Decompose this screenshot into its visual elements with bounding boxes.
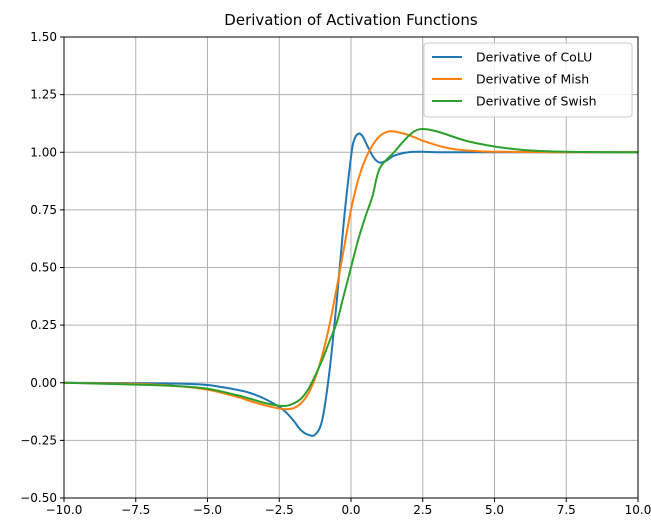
x-tick-label: 5.0 — [485, 503, 504, 517]
x-tick-label: −2.5 — [265, 503, 294, 517]
y-tick-label: 0.50 — [30, 261, 57, 275]
legend-box — [423, 42, 633, 118]
x-tick-label: 7.5 — [557, 503, 576, 517]
x-axis: −10.0 −7.5 −5.0 −2.5 0.0 2.5 5.0 7.5 10.0 — [46, 498, 651, 517]
x-tick-label: 0.0 — [341, 503, 360, 517]
x-tick-label: 10.0 — [625, 503, 651, 517]
y-tick-label: 0.00 — [30, 376, 57, 390]
legend: Derivative of CoLU Derivative of Mish Deri… — [423, 42, 633, 118]
y-tick-label: 0.75 — [30, 203, 57, 217]
legend-label-derivative-of-swish: Derivative of Swish — [476, 94, 597, 109]
chart-title: Derivation of Activation Functions — [224, 11, 478, 29]
y-tick-label: 0.25 — [30, 318, 57, 332]
y-tick-label: −0.25 — [20, 433, 57, 447]
series-line-derivative-of-mish — [63, 130, 639, 411]
series-line-derivative-of-swish — [63, 127, 639, 408]
x-tick-label: −5.0 — [193, 503, 222, 517]
x-tick-label: −10.0 — [46, 503, 83, 517]
y-axis: −0.50 −0.25 0.00 0.25 0.50 0.75 1.00 1.25 1.50 — [20, 30, 64, 505]
y-tick-label: −0.50 — [20, 491, 57, 505]
y-tick-label: 1.00 — [30, 145, 57, 159]
series-group — [63, 127, 639, 437]
x-tick-label: −7.5 — [121, 503, 150, 517]
y-tick-label: 1.50 — [30, 30, 57, 44]
y-tick-label: 1.25 — [30, 88, 57, 102]
series-line-derivative-of-colu — [63, 132, 638, 437]
legend-label-derivative-of-colu: Derivative of CoLU — [476, 50, 592, 65]
x-tick-label: 2.5 — [413, 503, 432, 517]
legend-label-derivative-of-mish: Derivative of Mish — [476, 72, 589, 87]
